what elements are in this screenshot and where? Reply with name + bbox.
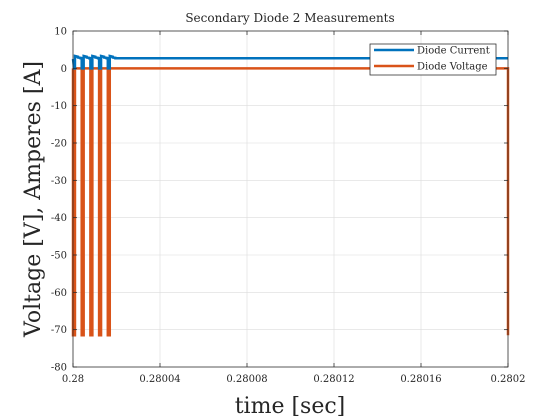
- x-tick-label: 0.28016: [400, 374, 441, 385]
- ticks: [72, 30, 509, 368]
- y-tick-label: -30: [51, 176, 67, 187]
- y-tick-label: -50: [51, 251, 67, 262]
- series-layer: [71, 54, 510, 337]
- chart-title: Secondary Diode 2 Measurements: [185, 11, 394, 25]
- y-axis-label: Voltage [V], Amperes [A]: [21, 61, 46, 338]
- series-line-diode-current: [71, 54, 508, 70]
- x-tick-label: 0.28012: [313, 374, 354, 385]
- y-tick-label: -80: [51, 363, 67, 374]
- y-tick-label: 0: [61, 64, 67, 75]
- y-tick-label: -20: [51, 139, 67, 150]
- legend-label-diode-current: Diode Current: [417, 46, 490, 57]
- x-axis-label: time [sec]: [235, 394, 346, 419]
- legend-label-diode-voltage: Diode Voltage: [417, 62, 488, 73]
- y-tick-label: -70: [51, 325, 67, 336]
- legend: Diode Current Diode Voltage: [369, 43, 497, 76]
- y-tick-label: -40: [51, 213, 67, 224]
- y-tick-label: 10: [54, 27, 67, 38]
- y-tick-label: -60: [51, 288, 67, 299]
- plot-area: [73, 31, 508, 367]
- plot-frame: [72, 30, 509, 368]
- x-tick-label: 0.28008: [226, 374, 267, 385]
- x-tick-label: 0.28: [62, 374, 84, 385]
- x-tick-label: 0.28004: [139, 374, 180, 385]
- tick-labels: 0.28 0.28004 0.28008 0.28012 0.28016 0.2802 10…: [51, 27, 526, 386]
- series-line-diode-voltage: [71, 67, 510, 337]
- y-tick-label: -10: [51, 101, 67, 112]
- x-tick-label: 0.2802: [491, 374, 526, 385]
